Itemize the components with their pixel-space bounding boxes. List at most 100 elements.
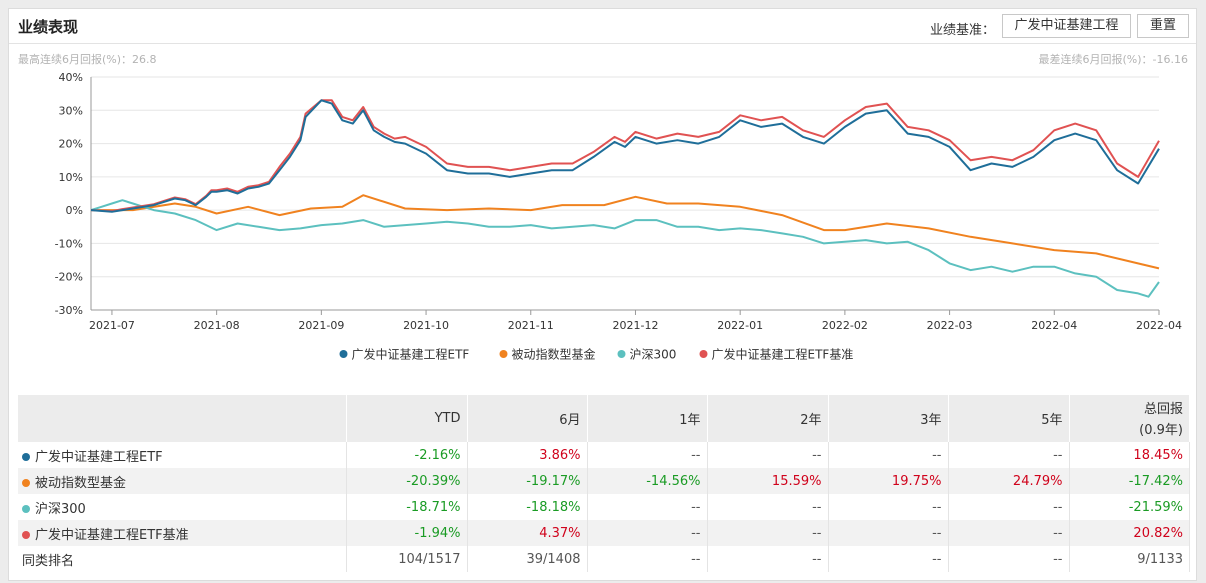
performance-panel: 业绩表现 业绩基准： 广发中证基建工程 重置 最高连续6月回报(%)：26.8 … — [8, 8, 1197, 581]
row-value-cell: 104/1517 — [346, 546, 468, 572]
legend-marker-etf — [339, 350, 348, 358]
legend-marker-hs300 — [617, 350, 626, 358]
x-tick-label: 2021-10 — [403, 319, 449, 332]
table-header-total-label: 总回报 — [1143, 401, 1183, 417]
x-tick-label: 2022-01 — [717, 319, 763, 332]
panel-header: 业绩表现 业绩基准： 广发中证基建工程 重置 — [9, 9, 1196, 44]
x-tick-label: 2021-09 — [298, 319, 344, 332]
table-row: 广发中证基建工程ETF基准 -1.94% 4.37% -- -- -- -- 20.82% — [18, 520, 1190, 546]
table-header-1y: 1年 — [587, 395, 708, 442]
table-header-name — [18, 395, 347, 442]
row-name-cell: 被动指数型基金 — [18, 468, 347, 494]
row-legend-dot — [22, 504, 30, 513]
row-value-cell: -- — [948, 520, 1070, 546]
row-value-cell: -2.16% — [346, 442, 468, 468]
row-value-cell: -- — [828, 546, 949, 572]
series-line-passive — [91, 194, 1160, 270]
x-tick-label: 2021-07 — [89, 319, 135, 332]
row-value-cell: -- — [828, 442, 949, 468]
row-name: 沪深300 — [35, 501, 86, 517]
row-value-cell: 24.79% — [948, 468, 1070, 494]
row-value-cell: -17.42% — [1069, 468, 1190, 494]
y-tick-label: 0% — [66, 204, 83, 217]
row-legend-dot — [22, 452, 30, 461]
legend-label-bench: 广发中证基建工程ETF基准 — [712, 347, 854, 362]
row-value-cell: 39/1408 — [467, 546, 588, 572]
series-line-bench — [90, 99, 1160, 213]
row-legend-dot — [22, 478, 30, 487]
benchmark-select-button[interactable]: 广发中证基建工程 — [1002, 14, 1131, 38]
row-value-cell: -1.94% — [346, 520, 468, 546]
row-value-cell: -- — [587, 494, 708, 520]
performance-table: YTD 6月 1年 2年 3年 5年 总回报 (0.9年) 广发中证基建工程ET… — [18, 395, 1190, 572]
y-tick-label: -10% — [55, 237, 83, 250]
row-name: 同类排名 — [22, 553, 75, 569]
table-header-5y: 5年 — [948, 395, 1070, 442]
row-value-cell: -18.71% — [346, 494, 468, 520]
x-tick-label: 2021-08 — [194, 319, 240, 332]
legend-marker-bench — [699, 350, 708, 358]
row-value-cell: -21.59% — [1069, 494, 1190, 520]
x-tick-label: 2022-03 — [927, 319, 973, 332]
series-line-hs300 — [90, 199, 1160, 298]
row-name-cell: 广发中证基建工程ETF — [18, 442, 347, 468]
row-value-cell: 18.45% — [1069, 442, 1190, 468]
row-value-cell: -- — [707, 442, 829, 468]
series-line-etf — [90, 99, 1160, 213]
legend-label-etf: 广发中证基建工程ETF — [352, 347, 470, 362]
row-value-cell: 15.59% — [707, 468, 829, 494]
row-value-cell: -- — [587, 520, 708, 546]
table-row: 同类排名 104/1517 39/1408 -- -- -- -- 9/1133 — [18, 546, 1190, 572]
row-name: 被动指数型基金 — [35, 475, 127, 491]
table-row: 广发中证基建工程ETF -2.16% 3.86% -- -- -- -- 18.45% — [18, 442, 1190, 468]
row-name-cell: 同类排名 — [18, 546, 347, 572]
row-value-cell: -- — [707, 546, 829, 572]
y-tick-label: 20% — [59, 138, 83, 151]
legend-marker-passive — [499, 350, 508, 358]
table-header-6m: 6月 — [467, 395, 588, 442]
max-drawdown-note: 最差连续6月回报(%)：-16.16 — [1038, 53, 1189, 66]
row-value-cell: -18.18% — [467, 494, 588, 520]
y-tick-label: 10% — [59, 171, 83, 184]
y-tick-label: 30% — [59, 104, 83, 117]
panel-title: 业绩表现 — [18, 18, 79, 36]
row-value-cell: -- — [948, 494, 1070, 520]
table-header-total: 总回报 (0.9年) — [1069, 395, 1190, 442]
row-value-cell: -- — [828, 520, 949, 546]
row-value-cell: -- — [828, 494, 949, 520]
table-header-ytd: YTD — [346, 395, 468, 442]
row-value-cell: -- — [587, 442, 708, 468]
row-name-cell: 沪深300 — [18, 494, 347, 520]
row-value-cell: 19.75% — [828, 468, 949, 494]
x-tick-label: 2022-04 — [1031, 319, 1077, 332]
x-tick-label: 2021-12 — [612, 319, 658, 332]
row-value-cell: 9/1133 — [1069, 546, 1190, 572]
row-value-cell: 3.86% — [467, 442, 588, 468]
row-value-cell: 20.82% — [1069, 520, 1190, 546]
table-header-row: YTD 6月 1年 2年 3年 5年 总回报 (0.9年) — [18, 395, 1190, 442]
row-value-cell: -- — [948, 442, 1070, 468]
benchmark-label: 业绩基准： — [930, 23, 996, 38]
row-value-cell: -- — [707, 494, 829, 520]
x-tick-label: 2022-04 — [1136, 319, 1182, 332]
table-header-3y: 3年 — [828, 395, 949, 442]
max-rally-note: 最高连续6月回报(%)：26.8 — [18, 53, 157, 66]
table-header-total-period: (0.9年) — [1139, 422, 1183, 438]
y-tick-label: -30% — [55, 304, 83, 317]
row-value-cell: -- — [948, 546, 1070, 572]
reset-button[interactable]: 重置 — [1137, 14, 1189, 38]
row-name: 广发中证基建工程ETF — [35, 449, 163, 465]
row-value-cell: -20.39% — [346, 468, 468, 494]
row-value-cell: -- — [707, 520, 829, 546]
table-row: 被动指数型基金 -20.39% -19.17% -14.56% 15.59% 19.75%… — [18, 468, 1190, 494]
row-value-cell: 4.37% — [467, 520, 588, 546]
row-name-cell: 广发中证基建工程ETF基准 — [18, 520, 347, 546]
performance-line-chart: 40% 30% 20% 10% 0% -10% -20% -30% 2021-07 2021-08… — [55, 71, 1182, 362]
x-tick-label: 2022-02 — [822, 319, 868, 332]
row-name: 广发中证基建工程ETF基准 — [35, 527, 189, 543]
row-value-cell: -- — [587, 546, 708, 572]
row-value-cell: -14.56% — [587, 468, 708, 494]
table-header-2y: 2年 — [707, 395, 829, 442]
y-tick-label: 40% — [59, 71, 83, 84]
x-tick-label: 2021-11 — [508, 319, 554, 332]
